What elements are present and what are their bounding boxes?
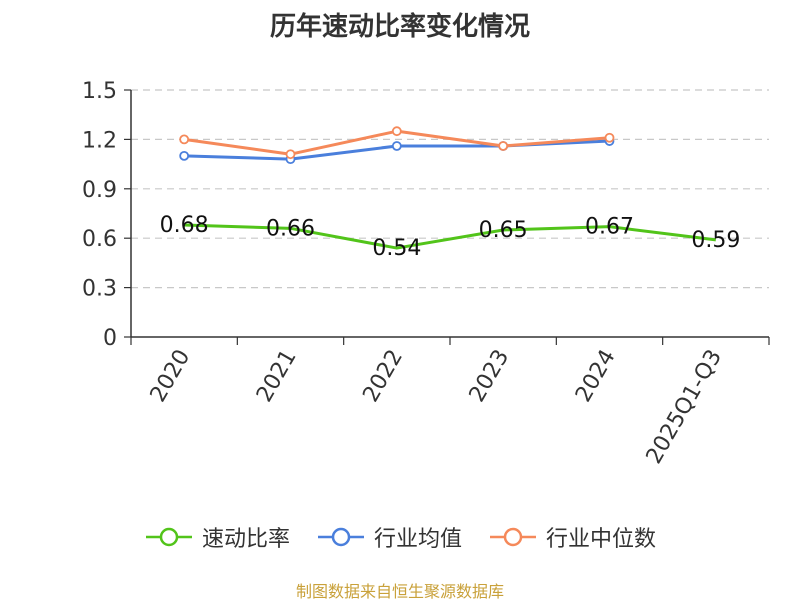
x-tick-label: 2025Q1-Q3 bbox=[642, 346, 727, 469]
x-tick-label: 2020 bbox=[146, 346, 196, 407]
data-point bbox=[285, 149, 296, 160]
x-tick-label: 2021 bbox=[252, 346, 302, 407]
data-point bbox=[391, 141, 402, 151]
legend-swatch-marker bbox=[331, 527, 351, 547]
legend-swatch-quick-ratio bbox=[145, 527, 192, 547]
legend-swatch-industry-median bbox=[490, 527, 536, 547]
legend-swatch-marker bbox=[159, 527, 179, 547]
data-label: 0.54 bbox=[372, 236, 421, 261]
legend-label: 行业均值 bbox=[373, 527, 462, 552]
y-tick-label: 0.6 bbox=[82, 227, 117, 252]
data-point bbox=[604, 132, 615, 143]
series-line bbox=[184, 223, 717, 250]
legend-item-industry-median[interactable]: 行业中位数 bbox=[488, 521, 656, 553]
y-tick-label: 0 bbox=[103, 326, 117, 351]
data-point bbox=[498, 141, 509, 151]
data-label: 0.66 bbox=[266, 216, 315, 241]
y-tick-label: 1.2 bbox=[82, 128, 117, 153]
legend: 速动比率 行业均值 行业中位数 bbox=[0, 520, 800, 554]
y-tick-label: 0.3 bbox=[82, 277, 117, 302]
y-tick-label: 0.9 bbox=[82, 178, 117, 203]
grid-layer bbox=[131, 89, 769, 289]
chart-title: 历年速动比率变化情况 bbox=[269, 12, 530, 42]
data-label: 0.59 bbox=[691, 228, 740, 253]
legend-swatch-marker bbox=[503, 527, 523, 547]
legend-label: 行业中位数 bbox=[546, 527, 657, 552]
y-tick-label: 1.5 bbox=[82, 79, 117, 104]
data-point bbox=[179, 150, 190, 161]
series-layer bbox=[179, 126, 717, 250]
legend-label: 速动比率 bbox=[201, 527, 290, 552]
source-note: 制图数据来自恒生聚源数据库 bbox=[295, 582, 504, 601]
x-tick-label: 2023 bbox=[465, 345, 515, 406]
data-label-layer: 0.68 0.66 0.54 0.65 0.67 0.59 bbox=[160, 213, 741, 261]
data-label: 0.68 bbox=[160, 213, 209, 238]
data-label: 0.65 bbox=[479, 218, 528, 243]
x-tick-label: 2022 bbox=[358, 346, 408, 407]
legend-swatch-industry-average bbox=[317, 527, 364, 547]
data-label: 0.67 bbox=[585, 215, 634, 240]
legend-item-industry-average[interactable]: 行业均值 bbox=[316, 521, 462, 553]
x-tick-label: 2024 bbox=[571, 346, 621, 407]
data-point bbox=[391, 126, 402, 137]
legend-item-quick-ratio[interactable]: 速动比率 bbox=[144, 521, 290, 553]
data-point bbox=[179, 134, 190, 145]
